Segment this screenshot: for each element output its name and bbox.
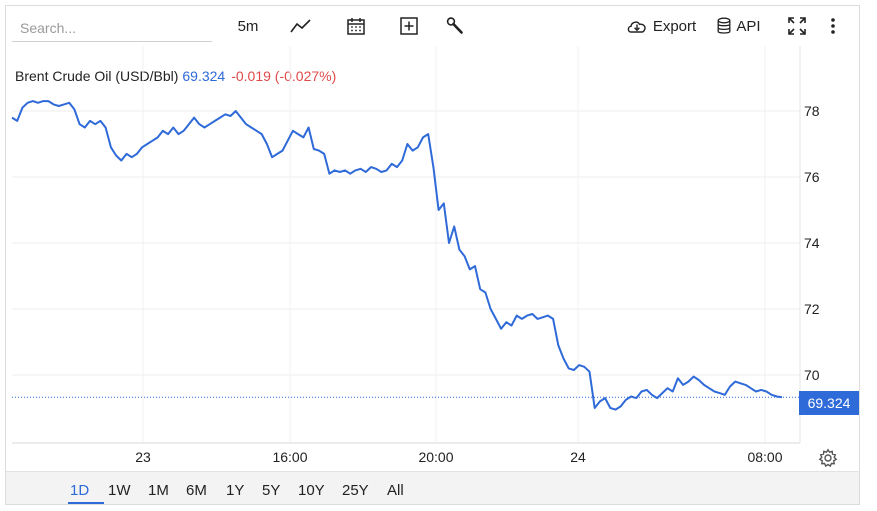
search-input[interactable] [12, 14, 212, 41]
range-button-25y[interactable]: 25Y [342, 482, 369, 499]
more-vert-icon [831, 18, 835, 34]
search-box[interactable] [12, 14, 212, 42]
instrument-name: Brent Crude Oil (USD/Bbl) [15, 68, 179, 84]
x-tick-label: 24 [570, 449, 586, 465]
interval-label: 5m [237, 17, 259, 35]
database-icon [717, 17, 731, 34]
export-label: Export [652, 17, 697, 35]
range-button-1w[interactable]: 1W [108, 482, 131, 499]
range-button-all[interactable]: All [387, 482, 404, 499]
chart-type-button[interactable] [289, 12, 313, 40]
range-button-1y[interactable]: 1Y [226, 482, 245, 499]
more-options-button[interactable] [824, 12, 842, 40]
add-indicator-button[interactable] [398, 12, 420, 40]
interval-button[interactable]: 5m [234, 12, 262, 40]
chart-legend: Brent Crude Oil (USD/Bbl) 69.324 -0.019 (-… [15, 68, 336, 84]
active-range-indicator [68, 502, 104, 504]
range-button-10y[interactable]: 10Y [298, 482, 325, 499]
fullscreen-button[interactable] [786, 12, 808, 40]
chart-widget [5, 5, 860, 505]
y-tick-label: 74 [804, 235, 820, 251]
time-range-bar: 1D 1W 1M 6M 1Y 5Y 10Y 25Y All [6, 471, 859, 504]
add-box-icon [400, 17, 418, 35]
line-chart-icon [290, 19, 311, 33]
y-tick-label: 78 [804, 103, 820, 119]
legend-change: -0.019 (-0.027%) [231, 68, 337, 84]
legend-price: 69.324 [182, 68, 226, 84]
x-tick-label: 20:00 [418, 449, 453, 465]
wrench-icon [446, 17, 463, 34]
range-button-1d[interactable]: 1D [70, 482, 90, 499]
x-axis-ticks: 23 16:00 20:00 24 08:00 [135, 449, 783, 465]
x-tick-label: 16:00 [272, 449, 307, 465]
chart-gridlines [12, 46, 800, 443]
tools-button[interactable] [444, 12, 466, 40]
calendar-icon [347, 18, 365, 35]
x-tick-label: 23 [135, 449, 151, 465]
x-tick-label: 08:00 [747, 449, 782, 465]
export-button[interactable]: Export [625, 12, 697, 40]
fullscreen-icon [788, 17, 806, 35]
price-series-line [11, 100, 783, 411]
date-range-button[interactable] [345, 12, 367, 40]
y-axis-ticks: 70 72 74 76 78 [804, 103, 820, 383]
gear-icon[interactable] [818, 448, 838, 468]
range-button-1m[interactable]: 1M [148, 482, 169, 499]
last-price-badge: 69.324 [799, 391, 859, 415]
y-tick-label: 72 [804, 301, 820, 317]
range-button-6m[interactable]: 6M [186, 482, 207, 499]
y-tick-label: 76 [804, 169, 820, 185]
range-button-5y[interactable]: 5Y [262, 482, 281, 499]
y-tick-label: 70 [804, 367, 820, 383]
api-label: API [736, 17, 761, 35]
api-button[interactable]: API [716, 12, 762, 40]
cloud-download-icon [627, 21, 646, 33]
